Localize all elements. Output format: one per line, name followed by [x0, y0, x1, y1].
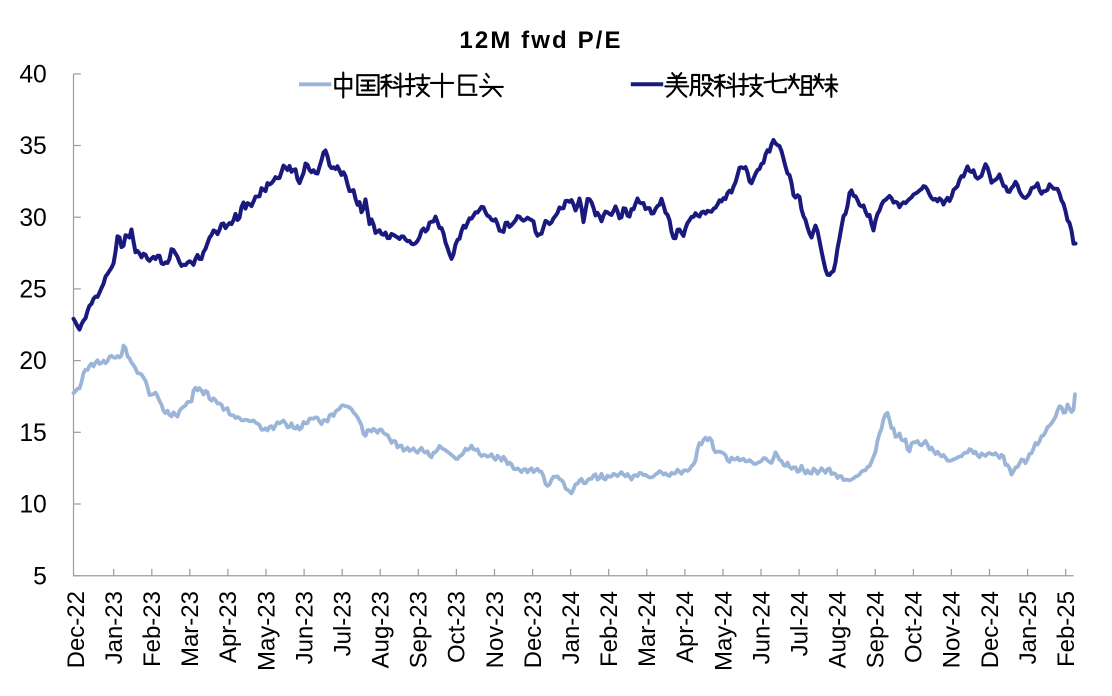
svg-text:30: 30: [19, 205, 46, 232]
svg-text:Jan-24: Jan-24: [558, 591, 585, 664]
svg-text:Aug-24: Aug-24: [825, 591, 852, 668]
svg-text:Jul-24: Jul-24: [786, 591, 813, 656]
svg-text:5: 5: [33, 563, 47, 590]
svg-text:Dec-23: Dec-23: [520, 591, 547, 668]
svg-text:Dec-22: Dec-22: [63, 591, 90, 668]
svg-text:Feb-23: Feb-23: [139, 591, 166, 667]
svg-text:Apr-24: Apr-24: [672, 591, 699, 663]
svg-text:Nov-24: Nov-24: [939, 591, 966, 668]
svg-text:May-24: May-24: [710, 591, 737, 671]
svg-text:Jan-25: Jan-25: [1015, 591, 1042, 664]
svg-text:Mar-23: Mar-23: [177, 591, 204, 667]
svg-text:Oct-24: Oct-24: [901, 591, 928, 663]
svg-text:Sep-24: Sep-24: [863, 591, 890, 668]
svg-text:20: 20: [19, 348, 46, 375]
svg-text:Aug-23: Aug-23: [368, 591, 395, 668]
svg-text:40: 40: [19, 62, 46, 89]
svg-text:Oct-23: Oct-23: [444, 591, 471, 663]
svg-text:15: 15: [19, 420, 46, 447]
svg-text:Apr-23: Apr-23: [215, 591, 242, 663]
svg-text:25: 25: [19, 277, 46, 304]
svg-text:12M fwd P/E: 12M fwd P/E: [459, 27, 622, 54]
svg-text:Jan-23: Jan-23: [101, 591, 128, 664]
svg-text:Dec-24: Dec-24: [977, 591, 1004, 668]
svg-text:Mar-24: Mar-24: [634, 591, 661, 667]
svg-text:Feb-24: Feb-24: [596, 591, 623, 667]
svg-text:35: 35: [19, 133, 46, 160]
svg-text:Sep-23: Sep-23: [406, 591, 433, 668]
svg-text:Jul-23: Jul-23: [330, 591, 357, 656]
svg-text:10: 10: [19, 492, 46, 519]
svg-text:Feb-25: Feb-25: [1053, 591, 1080, 667]
svg-text:Nov-23: Nov-23: [482, 591, 509, 668]
svg-text:Jun-23: Jun-23: [291, 591, 318, 664]
svg-text:Jun-24: Jun-24: [748, 591, 775, 664]
svg-text:May-23: May-23: [253, 591, 280, 671]
